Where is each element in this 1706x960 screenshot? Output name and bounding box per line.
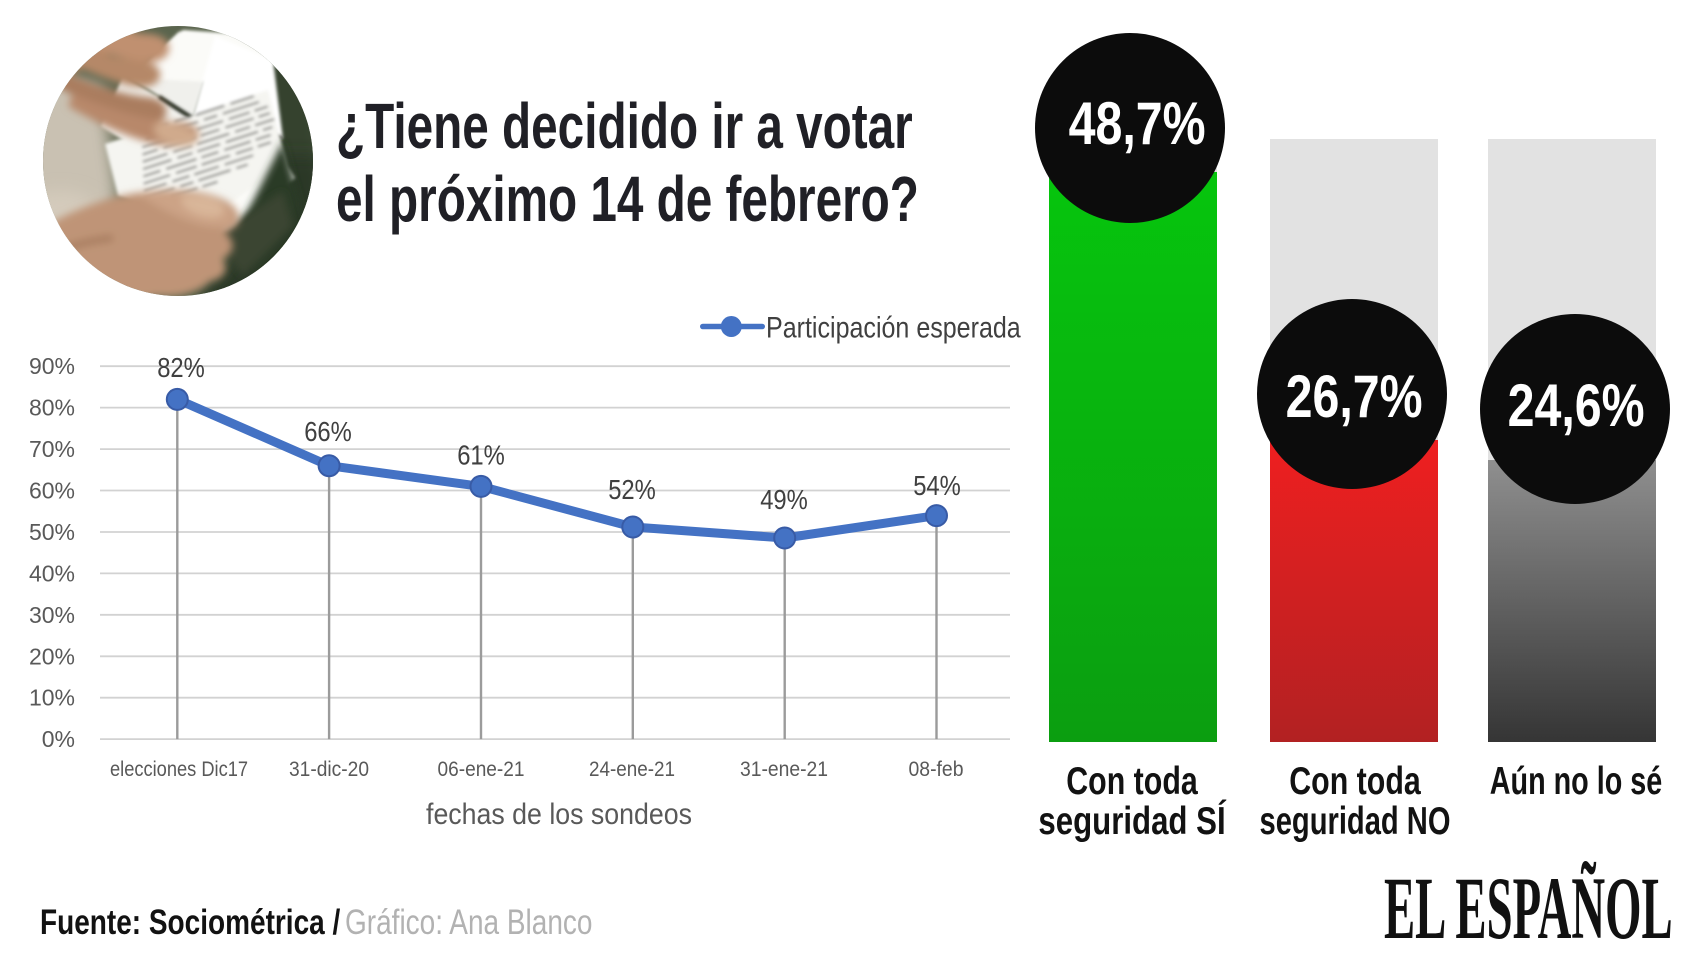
svg-text:50%: 50%	[29, 519, 75, 545]
svg-text:24-ene-21: 24-ene-21	[589, 758, 675, 781]
svg-text:20%: 20%	[29, 643, 75, 669]
svg-text:31-ene-21: 31-ene-21	[740, 758, 828, 781]
svg-text:08-feb: 08-feb	[909, 758, 964, 781]
svg-text:80%: 80%	[29, 395, 75, 421]
svg-text:66%: 66%	[304, 415, 352, 447]
svg-text:Participación esperada: Participación esperada	[766, 310, 1021, 344]
svg-text:60%: 60%	[29, 478, 75, 504]
svg-text:54%: 54%	[913, 469, 961, 501]
svg-text:0%: 0%	[42, 726, 75, 752]
svg-text:06-ene-21: 06-ene-21	[438, 758, 525, 781]
svg-text:10%: 10%	[29, 685, 75, 711]
svg-text:31-dic-20: 31-dic-20	[289, 758, 369, 781]
svg-text:49%: 49%	[760, 483, 808, 515]
svg-text:30%: 30%	[29, 602, 75, 628]
svg-text:61%: 61%	[457, 439, 505, 471]
svg-text:70%: 70%	[29, 436, 75, 462]
svg-text:52%: 52%	[608, 473, 656, 505]
svg-text:40%: 40%	[29, 560, 75, 586]
svg-text:fechas de los sondeos: fechas de los sondeos	[426, 798, 692, 832]
svg-text:90%: 90%	[29, 353, 75, 379]
svg-text:82%: 82%	[157, 351, 205, 383]
svg-text:elecciones Dic17: elecciones Dic17	[110, 758, 248, 781]
